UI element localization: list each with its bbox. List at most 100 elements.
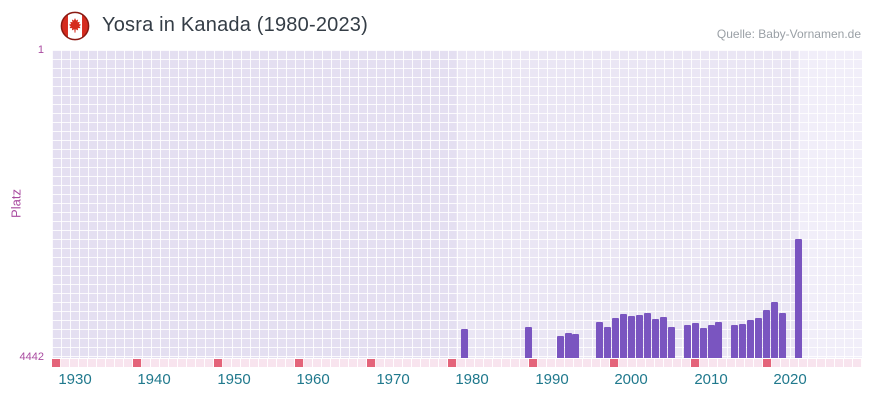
strip-cell	[601, 359, 610, 367]
strip-cell	[592, 359, 601, 367]
y-axis-tick-min: 4442	[19, 351, 44, 363]
strip-cell	[133, 359, 142, 367]
bar-1997[interactable]	[604, 327, 611, 358]
bar-2015[interactable]	[747, 320, 754, 358]
strip-cell	[124, 359, 133, 367]
bar-2014[interactable]	[739, 324, 746, 358]
strip-cell	[340, 359, 349, 367]
strip-cell	[709, 359, 718, 367]
strip-cell	[547, 359, 556, 367]
strip-cell	[664, 359, 673, 367]
strip-cell	[205, 359, 214, 367]
bar-2000[interactable]	[628, 316, 635, 358]
strip-cell	[106, 359, 115, 367]
strip-cell	[376, 359, 385, 367]
strip-cell	[331, 359, 340, 367]
strip-cell	[430, 359, 439, 367]
strip-cell	[259, 359, 268, 367]
source-credit[interactable]: Quelle: Baby-Vornamen.de	[716, 27, 861, 41]
bar-2011[interactable]	[715, 322, 722, 358]
x-tick-2000: 2000	[614, 371, 648, 388]
strip-cell	[853, 359, 862, 367]
bar-1998[interactable]	[612, 318, 619, 358]
strip-cell	[160, 359, 169, 367]
strip-cell	[295, 359, 304, 367]
y-axis-label: Platz	[8, 189, 24, 218]
strip-cell	[826, 359, 835, 367]
strip-cell	[394, 359, 403, 367]
strip-cell	[322, 359, 331, 367]
strip-cell	[70, 359, 79, 367]
bar-1991[interactable]	[557, 336, 564, 358]
strip-cell	[637, 359, 646, 367]
bar-1999[interactable]	[620, 314, 627, 358]
strip-cell	[511, 359, 520, 367]
bar-2008[interactable]	[692, 323, 699, 358]
bar-2009[interactable]	[700, 328, 707, 358]
x-tick-1980: 1980	[455, 371, 489, 388]
grid-lines	[52, 50, 862, 358]
strip-cell	[673, 359, 682, 367]
x-tick-2010: 2010	[694, 371, 728, 388]
strip-cell	[556, 359, 565, 367]
x-tick-1950: 1950	[217, 371, 251, 388]
strip-cell	[781, 359, 790, 367]
strip-cell	[646, 359, 655, 367]
strip-cell	[61, 359, 70, 367]
strip-cell	[448, 359, 457, 367]
bar-1996[interactable]	[596, 322, 603, 358]
strip-cell	[223, 359, 232, 367]
x-tick-1960: 1960	[296, 371, 330, 388]
bar-2004[interactable]	[660, 317, 667, 358]
strip-cell	[799, 359, 808, 367]
strip-cell	[214, 359, 223, 367]
bar-2013[interactable]	[731, 325, 738, 358]
strip-cell	[610, 359, 619, 367]
strip-cell	[88, 359, 97, 367]
strip-cell	[196, 359, 205, 367]
bar-2005[interactable]	[668, 327, 675, 358]
bar-2007[interactable]	[684, 325, 691, 358]
x-tick-1930: 1930	[58, 371, 92, 388]
plot-area	[52, 50, 862, 367]
strip-cell	[745, 359, 754, 367]
x-tick-1940: 1940	[137, 371, 171, 388]
x-tick-1990: 1990	[535, 371, 569, 388]
canada-flag-icon	[60, 11, 90, 41]
strip-cell	[475, 359, 484, 367]
bar-2001[interactable]	[636, 315, 643, 358]
strip-cell	[412, 359, 421, 367]
bar-1992[interactable]	[565, 333, 572, 358]
strip-cell	[493, 359, 502, 367]
bar-1979[interactable]	[461, 329, 468, 358]
strip-cell	[763, 359, 772, 367]
bar-2003[interactable]	[652, 319, 659, 358]
strip-cell	[529, 359, 538, 367]
strip-cell	[169, 359, 178, 367]
bar-1987[interactable]	[525, 327, 532, 358]
bar-2017[interactable]	[763, 310, 770, 358]
timeline-strip	[52, 358, 862, 367]
bar-2016[interactable]	[755, 318, 762, 358]
bar-1993[interactable]	[572, 334, 579, 358]
strip-cell	[358, 359, 367, 367]
bar-2010[interactable]	[708, 325, 715, 358]
bar-2018[interactable]	[771, 302, 778, 358]
strip-cell	[349, 359, 358, 367]
strip-cell	[754, 359, 763, 367]
strip-cell	[538, 359, 547, 367]
y-axis-tick-max: 1	[37, 44, 44, 56]
bar-2019[interactable]	[779, 313, 786, 358]
strip-cell	[421, 359, 430, 367]
strip-cell	[250, 359, 259, 367]
strip-cell	[628, 359, 637, 367]
strip-cell	[187, 359, 196, 367]
strip-cell	[772, 359, 781, 367]
strip-cell	[439, 359, 448, 367]
bar-2021[interactable]	[795, 239, 802, 358]
strip-cell	[403, 359, 412, 367]
strip-cell	[367, 359, 376, 367]
bar-2002[interactable]	[644, 313, 651, 358]
strip-cell	[232, 359, 241, 367]
